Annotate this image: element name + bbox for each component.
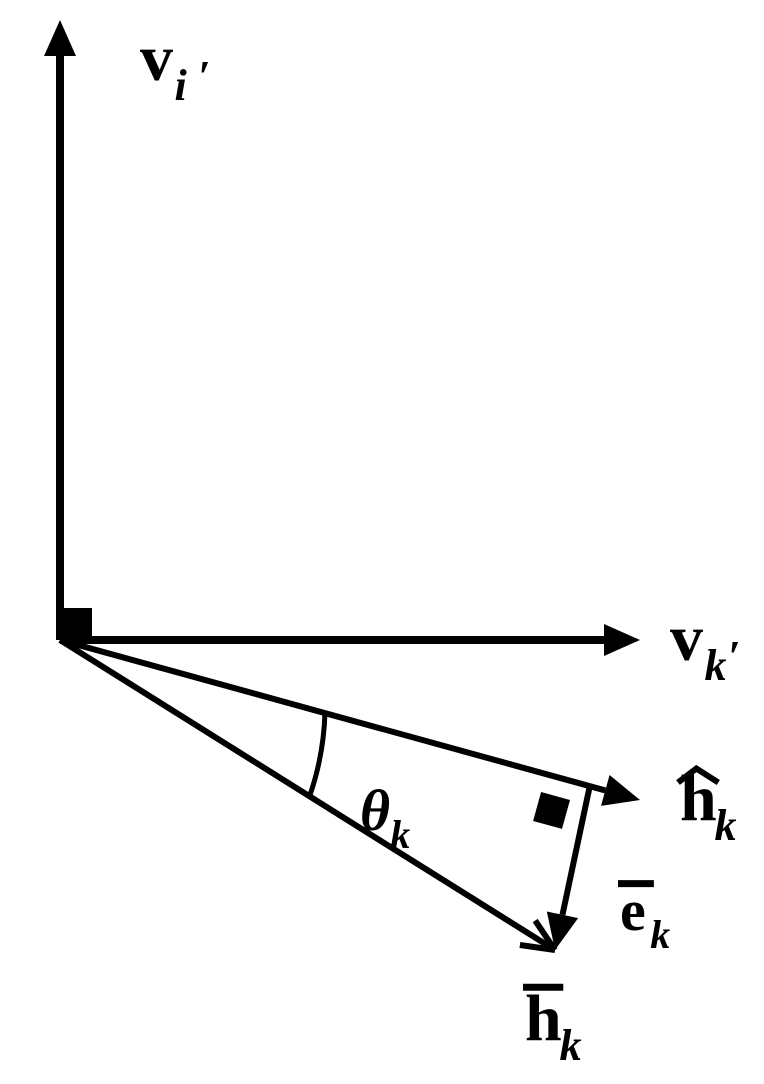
label-theta-sub: k: [390, 812, 410, 857]
label-h_bar: hk: [523, 982, 581, 1070]
label-v_i-main: v: [140, 22, 173, 95]
label-v_i-sub: i: [174, 61, 187, 110]
label-v_k: vk′: [670, 602, 741, 690]
label-e_bar-main: e: [620, 878, 646, 943]
label-theta-main: θ: [360, 778, 390, 843]
label-v_k-main: v: [670, 602, 703, 675]
axis-vertical-arrowhead: [44, 20, 76, 56]
label-v_i: vi′: [140, 22, 211, 110]
vector-h-hat-shaft: [60, 640, 605, 790]
label-h_hat: hk: [678, 762, 736, 850]
perp-right-angle-marker: [533, 792, 570, 829]
label-v_k-prime: ′: [729, 632, 741, 681]
label-e_bar: ek: [618, 878, 670, 957]
label-e_bar-sub: k: [650, 912, 670, 957]
label-v_k-sub: k: [704, 641, 726, 690]
vector-h-hat-arrowhead: [601, 775, 640, 806]
angle-arc-theta: [310, 712, 325, 795]
label-h_bar-main: h: [525, 982, 562, 1055]
label-h_hat-sub: k: [714, 801, 736, 850]
label-v_i-prime: ′: [199, 52, 211, 101]
origin-right-angle-marker: [62, 608, 92, 638]
vector-diagram: vi′vk′hkhkekθk: [0, 0, 764, 1084]
axis-horizontal-arrowhead: [604, 624, 640, 656]
label-h_bar-sub: k: [559, 1021, 581, 1070]
vector-h-bar-shaft: [60, 640, 555, 950]
